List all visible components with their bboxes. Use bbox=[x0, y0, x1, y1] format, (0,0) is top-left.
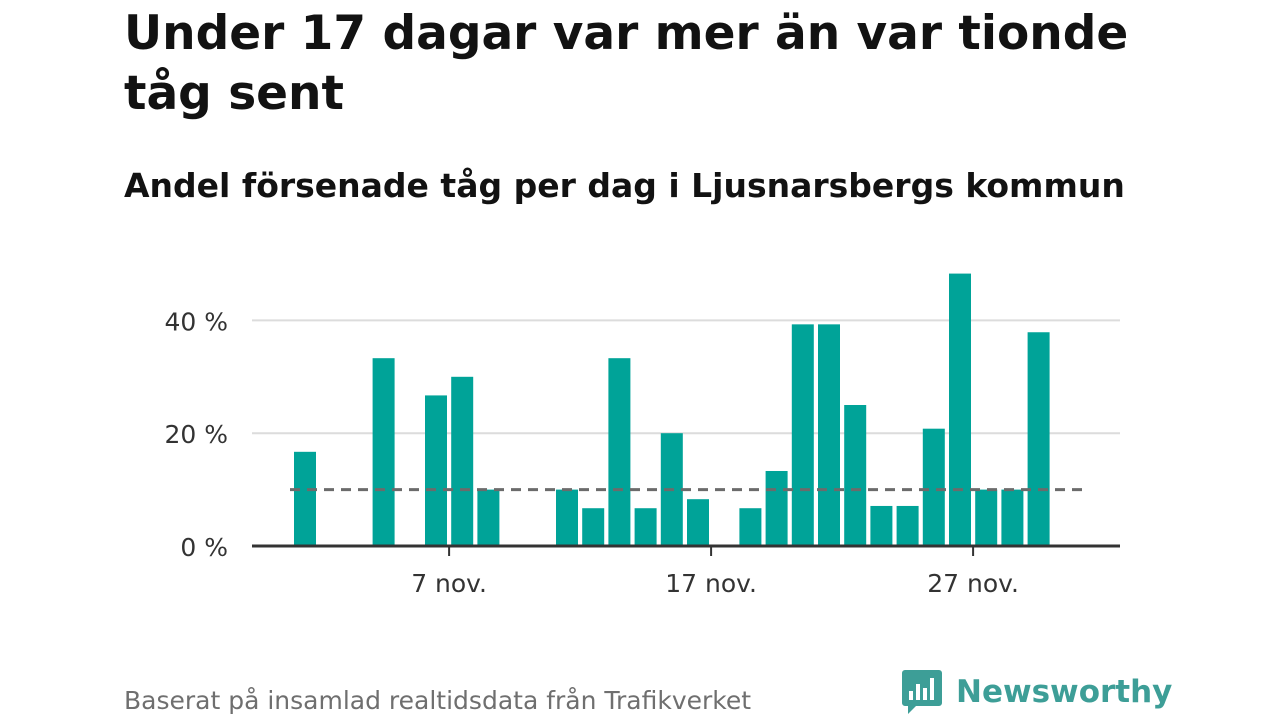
bar bbox=[556, 489, 578, 546]
bar bbox=[634, 508, 657, 546]
bar bbox=[1027, 332, 1050, 546]
bar bbox=[451, 376, 474, 546]
bar bbox=[372, 358, 395, 546]
bar bbox=[608, 358, 631, 546]
bar bbox=[844, 405, 867, 546]
chart-subtitle: Andel försenade tåg per dag i Ljusnarsbe… bbox=[124, 166, 1125, 205]
x-tick-label: 17 nov. bbox=[665, 569, 757, 598]
bar-chart: 0 % 20 % 40 % 7 nov. 17 nov. 27 nov. bbox=[164, 273, 1120, 598]
brand-logo-group: Newsworthy bbox=[902, 670, 1172, 714]
y-tick-label: 40 % bbox=[164, 307, 228, 336]
bar bbox=[870, 505, 893, 546]
bar bbox=[582, 508, 605, 546]
bar bbox=[949, 273, 971, 546]
chart-title: Under 17 dagar var mer än var tionde tåg… bbox=[124, 6, 1129, 121]
bar bbox=[739, 508, 762, 546]
brand-name: Newsworthy bbox=[956, 674, 1173, 710]
bar bbox=[687, 499, 709, 546]
bar bbox=[791, 324, 814, 546]
y-tick-label: 20 % bbox=[164, 420, 228, 449]
y-tick-label: 0 % bbox=[180, 533, 228, 562]
y-axis-ticks: 0 % 20 % 40 % bbox=[164, 307, 228, 562]
x-axis-ticks: 7 nov. 17 nov. 27 nov. bbox=[411, 546, 1019, 598]
bar bbox=[922, 428, 945, 546]
bar bbox=[975, 489, 998, 546]
bar bbox=[896, 505, 919, 546]
bar bbox=[477, 489, 500, 546]
bar bbox=[1001, 489, 1024, 546]
source-note: Baserat på insamlad realtidsdata från Tr… bbox=[124, 686, 752, 715]
x-tick-label: 27 nov. bbox=[927, 569, 1019, 598]
x-tick-label: 7 nov. bbox=[411, 569, 487, 598]
bar bbox=[294, 451, 316, 546]
bar bbox=[425, 395, 447, 546]
bars bbox=[294, 273, 1050, 546]
bar bbox=[818, 324, 840, 546]
newsworthy-logo-icon bbox=[902, 670, 942, 714]
bar bbox=[765, 470, 788, 546]
grid-lines bbox=[252, 319, 1120, 435]
